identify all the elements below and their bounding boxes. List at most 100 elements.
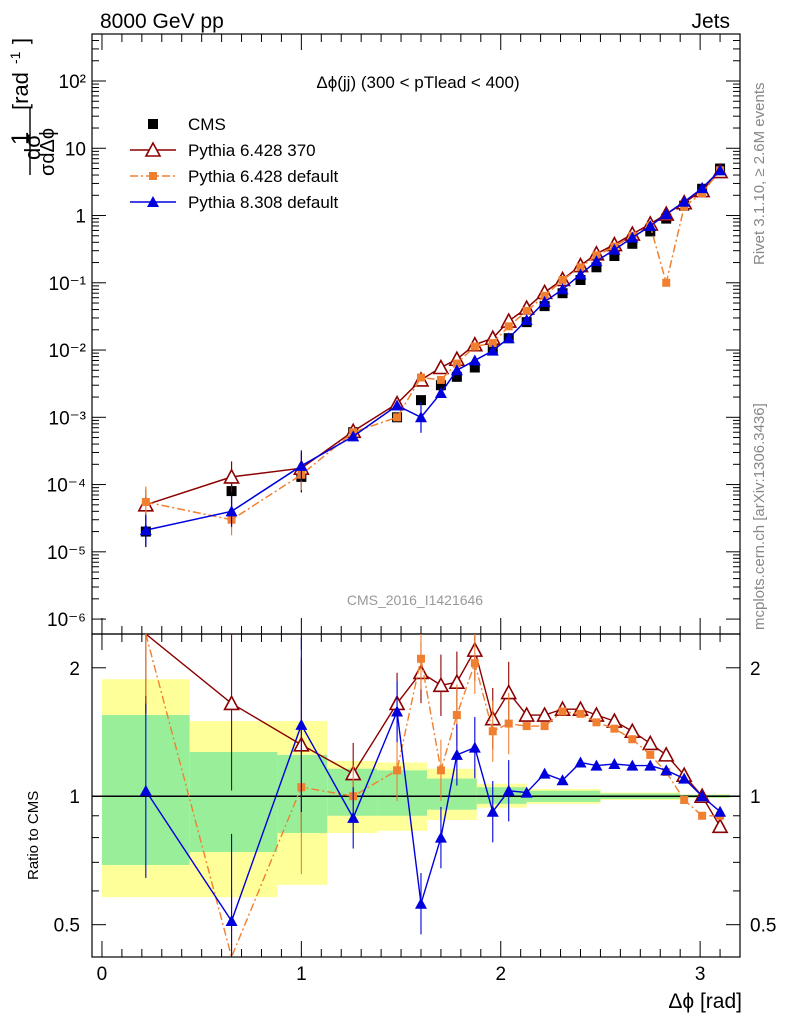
main-ytick-label: 10⁻² [49,341,87,362]
ratio-point [660,764,673,776]
data-point [435,380,446,391]
ratio-frame [91,633,741,958]
main-ytick-label: 10 [65,139,86,160]
main-ytick-label: 10⁻³ [49,408,87,429]
ratio-point [416,654,425,663]
ratio-ytick-label: 0.5 [54,916,80,937]
ratio-point [714,805,727,817]
ratio-point [678,772,691,784]
data-point [591,262,602,273]
ratio-point [536,706,553,722]
ratio-point [347,811,360,823]
ratio-ytick-label-right: 2 [750,659,761,680]
data-point [660,208,673,220]
ratio-xtick-label: 3 [695,964,706,985]
legend-label: Pythia 8.308 default [188,193,339,212]
ratio-point [556,774,569,786]
ratio-ytick-label: 2 [69,659,80,680]
data-point [414,411,427,423]
legend: CMS Pythia 6.428 370 Pythia 6.428 default P… [130,115,339,212]
svg-text:-1: -1 [7,51,23,64]
ratio-point [486,805,499,817]
ratio-point [450,748,463,760]
series-line [145,171,721,506]
ratio-band-green [377,770,427,816]
data-point [590,255,603,267]
main-ytick-label: 1 [75,207,86,228]
data-point [504,322,513,331]
ratio-point [698,811,707,820]
legend-marker [144,141,162,157]
ratio-point [711,817,729,834]
data-point [644,219,657,231]
main-ytick-label: 10⁻⁵ [47,543,86,564]
ratio-point [225,915,238,927]
ratio-point [608,758,621,770]
ratio-panel: 0 1 2 3 0.5 0.5 1 1 2 2 [54,633,776,985]
x-axis-label: Δϕ [rad] [668,990,742,1013]
ratio-point [520,786,533,798]
data-point [576,263,585,272]
data-point [609,251,620,262]
ratio-point [504,719,513,728]
ratio-point [628,735,637,744]
ratio-point [432,676,450,693]
ratio-ytick-label-right: 0.5 [750,916,776,937]
main-ytick-label: 10⁻⁶ [47,610,86,631]
ratio-point [436,766,445,775]
data-point [452,359,461,368]
ratio-band-green [476,787,527,804]
data-point [436,375,445,384]
data-point [645,226,656,237]
ratio-point [576,709,585,718]
ratio-point [590,759,603,771]
data-point [225,505,238,517]
ratio-point [592,718,601,727]
legend-label: Pythia 6.428 default [188,167,339,186]
ratio-point [393,766,402,775]
ratio-ytick-label: 1 [69,787,80,808]
ratio-point [610,724,619,733]
data-point [141,498,150,507]
ratio-xtick-label: 0 [97,964,108,985]
data-point [415,395,426,406]
ratio-band-green [189,751,278,853]
main-title: Δϕ(jj) (300 < pTlead < 400) [316,73,519,92]
side-source-label: mcplots.cern.ch [arXiv:1306.3436] [751,403,768,630]
data-point [520,313,533,325]
data-point [575,275,586,286]
data-point [540,291,549,300]
ratio-point [644,759,657,771]
ratio-xtick-label: 2 [495,964,506,985]
ratio-point [488,727,497,736]
ratio-ytick-label-right: 1 [750,787,761,808]
main-ytick-label: 10⁻⁴ [47,476,86,497]
data-point [416,373,425,382]
side-rivet-label: Rivet 3.1.10, ≥ 2.6M events [751,83,768,266]
ratio-band-green [277,754,328,834]
data-point [696,182,709,194]
data-point [451,371,462,382]
ratio-point [468,741,481,753]
ratio-point [502,784,515,796]
data-point [393,413,402,422]
ratio-point [696,790,709,802]
ratio-point [522,722,531,731]
ratio-point [139,784,152,796]
ratio-point [574,756,587,768]
ratio-point [558,707,567,716]
data-point [469,362,480,373]
ratio-ylabel: Ratio to CMS [25,791,42,880]
svg-text:[rad: [rad [8,72,33,110]
data-point [662,278,671,287]
data-point [558,276,567,285]
ratio-point [391,705,404,717]
ratio-point [223,694,240,711]
data-point [391,399,404,411]
data-point [608,243,621,255]
ratio-point [680,795,689,804]
data-point [468,354,481,366]
svg-text:dσ: dσ [20,134,45,160]
legend-marker [149,172,157,180]
